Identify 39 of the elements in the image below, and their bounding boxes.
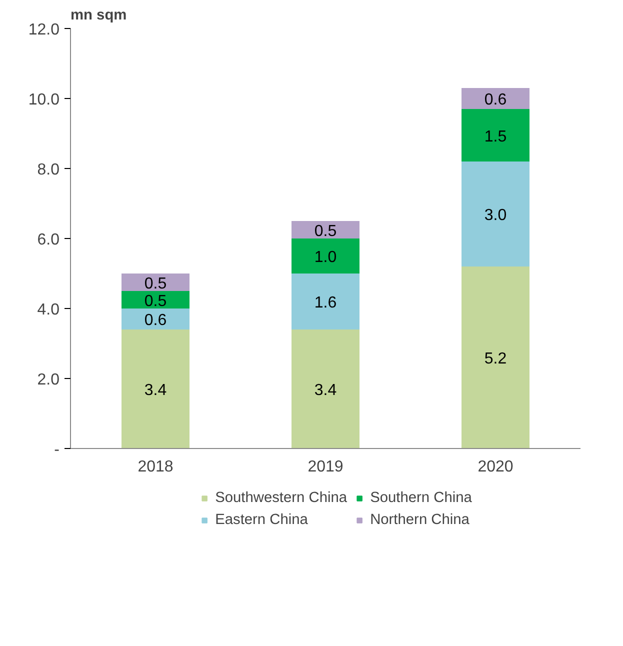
bar bbox=[292, 330, 360, 448]
data-label: 5.2 bbox=[484, 350, 507, 368]
bar bbox=[462, 109, 530, 162]
x-tick-label: 2018 bbox=[138, 458, 174, 476]
bar bbox=[122, 330, 190, 448]
data-label: 1.0 bbox=[314, 249, 337, 266]
data-label: 3.4 bbox=[144, 382, 167, 399]
bar bbox=[122, 274, 190, 291]
data-label: 0.6 bbox=[484, 92, 507, 108]
data-label: 1.6 bbox=[314, 294, 337, 312]
y-tick-label: 12.0 bbox=[28, 22, 60, 38]
y-tick-label: 8.0 bbox=[37, 162, 60, 178]
y-tick-label: 4.0 bbox=[37, 302, 60, 318]
legend-label: Southwestern China bbox=[215, 490, 348, 506]
bar bbox=[462, 88, 530, 109]
legend-label: Eastern China bbox=[215, 512, 308, 528]
y-tick-label: 6.0 bbox=[37, 232, 60, 248]
bar bbox=[292, 238, 360, 274]
x-tick-label: 2020 bbox=[478, 458, 514, 476]
y-tick-label: 10.0 bbox=[28, 92, 60, 108]
y-tick-label: 2.0 bbox=[37, 372, 60, 388]
y-tick-label: - bbox=[54, 442, 60, 458]
legend-label: Southern China bbox=[370, 490, 472, 506]
data-label: 0.5 bbox=[144, 275, 167, 292]
bar bbox=[292, 274, 360, 330]
data-label: 3.4 bbox=[314, 382, 337, 399]
data-label: 3.0 bbox=[484, 207, 507, 224]
data-label: 0.5 bbox=[314, 222, 337, 240]
data-label: 1.5 bbox=[484, 128, 507, 146]
bar bbox=[462, 162, 530, 266]
x-tick-label: 2019 bbox=[308, 458, 344, 476]
legend-label: Northern China bbox=[370, 512, 470, 528]
bar bbox=[462, 266, 530, 448]
bar bbox=[122, 308, 190, 330]
bar bbox=[122, 291, 190, 308]
data-label: 0.6 bbox=[144, 312, 167, 329]
data-label: 0.5 bbox=[144, 292, 167, 310]
bar bbox=[292, 221, 360, 238]
y-axis-title: mn sqm bbox=[70, 8, 127, 24]
